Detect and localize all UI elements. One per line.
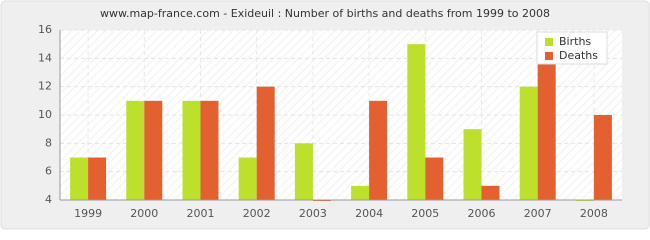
- x-tick-label: 2000: [130, 207, 158, 220]
- legend-swatch: [545, 38, 553, 46]
- bar: [537, 58, 556, 201]
- x-tick-label: 2003: [299, 207, 327, 220]
- x-tick-label: 2008: [580, 207, 608, 220]
- y-tick-label: 12: [38, 80, 52, 93]
- bar: [425, 157, 444, 200]
- bar: [238, 157, 257, 200]
- x-tick-label: 2005: [411, 207, 439, 220]
- bar: [70, 157, 89, 200]
- bar: [369, 100, 388, 200]
- chart: www.map-france.com - Exideuil : Number o…: [0, 0, 650, 230]
- bar: [481, 185, 500, 200]
- bar: [182, 100, 201, 200]
- x-tick-label: 2002: [243, 207, 271, 220]
- legend-label: Births: [559, 35, 591, 48]
- bar: [256, 86, 275, 200]
- bar: [593, 115, 612, 200]
- bar: [519, 86, 538, 200]
- y-tick-label: 14: [38, 51, 52, 64]
- bar: [407, 44, 426, 200]
- x-tick-label: 2006: [468, 207, 496, 220]
- bar: [126, 100, 145, 200]
- bar: [463, 129, 482, 200]
- y-tick-label: 8: [45, 136, 52, 149]
- legend-swatch: [545, 52, 553, 60]
- x-tick-label: 2007: [524, 207, 552, 220]
- y-tick-label: 6: [45, 165, 52, 178]
- x-tick-label: 2001: [187, 207, 215, 220]
- x-tick-label: 1999: [74, 207, 102, 220]
- bar: [88, 157, 107, 200]
- y-tick-label: 16: [38, 23, 52, 36]
- bar: [200, 100, 219, 200]
- x-tick-label: 2004: [355, 207, 383, 220]
- bar: [144, 100, 163, 200]
- y-tick-label: 10: [38, 108, 52, 121]
- chart-title: www.map-france.com - Exideuil : Number o…: [100, 7, 550, 20]
- legend-label: Deaths: [559, 49, 598, 62]
- bar: [294, 143, 313, 200]
- page: www.map-france.com - Exideuil : Number o…: [0, 0, 650, 230]
- y-tick-label: 4: [45, 193, 52, 206]
- bar: [351, 185, 370, 200]
